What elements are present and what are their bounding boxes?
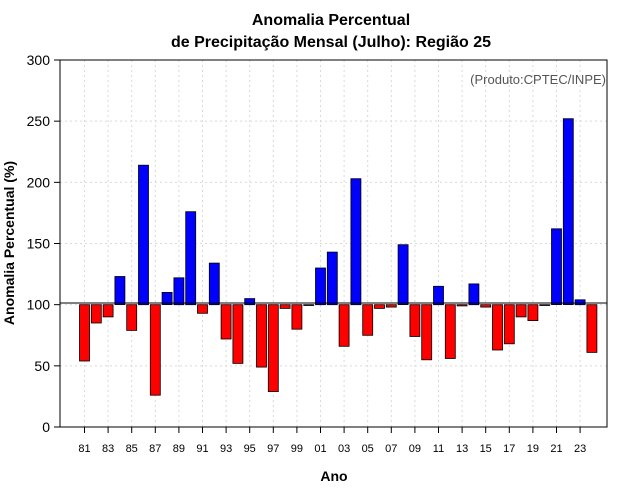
bar	[220, 304, 232, 340]
bar	[409, 304, 421, 337]
y-tick-label: 200	[27, 174, 51, 190]
bar	[385, 304, 397, 308]
y-axis-label: Anomalia Percentual (%)	[1, 161, 17, 325]
x-tick-label: 03	[338, 443, 350, 455]
bar	[397, 244, 409, 305]
bar	[173, 277, 185, 306]
x-tick-label: 99	[291, 443, 303, 455]
bar	[539, 304, 551, 306]
bar	[586, 304, 598, 353]
bar	[551, 228, 562, 306]
bar	[185, 211, 197, 306]
y-tick-label: 300	[27, 52, 51, 68]
bar	[456, 304, 468, 307]
bar	[315, 267, 326, 306]
bar	[492, 304, 503, 351]
x-tick-label: 19	[527, 443, 539, 455]
bar	[149, 304, 161, 396]
y-axis: 0 50 100 150 200 250 300	[27, 52, 60, 435]
x-tick-label: 01	[314, 443, 326, 455]
bar	[291, 304, 303, 330]
x-tick-label: 91	[196, 443, 208, 455]
x-tick-label: 87	[149, 443, 161, 455]
bar	[527, 304, 539, 322]
y-tick-label: 50	[34, 358, 50, 374]
bar	[126, 304, 138, 331]
bar	[480, 304, 492, 308]
bar	[138, 164, 149, 306]
bar	[232, 304, 244, 364]
bar	[503, 304, 515, 345]
y-tick-label: 100	[27, 297, 51, 313]
x-tick-label: 05	[362, 443, 374, 455]
bar	[208, 262, 220, 306]
bar	[468, 283, 480, 306]
x-axis-label: Ano	[320, 468, 347, 484]
y-tick-label: 150	[27, 236, 51, 252]
x-axis: 81 83 85 87 89 91 93 95 97 99 01 03 05 07 09 11 13 15 17 19…	[78, 427, 586, 455]
bar	[161, 291, 173, 305]
bar	[515, 304, 527, 318]
bar	[574, 299, 586, 306]
x-tick-label: 93	[220, 443, 232, 455]
bars	[79, 118, 598, 396]
bar	[279, 304, 291, 309]
bar	[303, 304, 315, 306]
grid	[60, 60, 607, 427]
bar	[326, 251, 338, 306]
x-tick-label: 21	[550, 443, 562, 455]
bar	[374, 304, 385, 309]
bar	[444, 304, 456, 359]
chart-subtitle: de Precipitação Mensal (Julho): Região 2…	[171, 34, 491, 51]
y-tick-label: 0	[42, 419, 50, 435]
bar	[79, 304, 90, 362]
bar	[562, 118, 574, 305]
bar	[421, 304, 433, 361]
x-tick-label: 13	[456, 443, 468, 455]
chart-title: Anomalia Percentual	[252, 12, 410, 29]
x-tick-label: 15	[480, 443, 492, 455]
x-tick-label: 85	[126, 443, 138, 455]
credit-label: (Produto:CPTEC/INPE)	[470, 72, 606, 87]
bar	[256, 304, 267, 368]
bar	[90, 304, 102, 324]
bar	[338, 304, 350, 347]
x-tick-label: 11	[433, 443, 444, 455]
x-tick-label: 83	[102, 443, 114, 455]
bar	[114, 276, 126, 306]
bar	[197, 304, 208, 314]
y-tick-label: 250	[27, 113, 51, 129]
bar	[102, 304, 114, 318]
bar	[433, 285, 444, 306]
x-tick-label: 09	[409, 443, 421, 455]
x-tick-label: 81	[78, 443, 90, 455]
bar	[244, 298, 256, 306]
x-tick-label: 23	[574, 443, 586, 455]
x-tick-label: 89	[173, 443, 185, 455]
bar	[267, 304, 279, 393]
x-tick-label: 17	[503, 443, 515, 455]
x-tick-label: 95	[244, 443, 256, 455]
x-tick-label: 07	[385, 443, 397, 455]
x-tick-label: 97	[267, 443, 279, 455]
bar	[362, 304, 374, 336]
bar	[350, 178, 362, 306]
